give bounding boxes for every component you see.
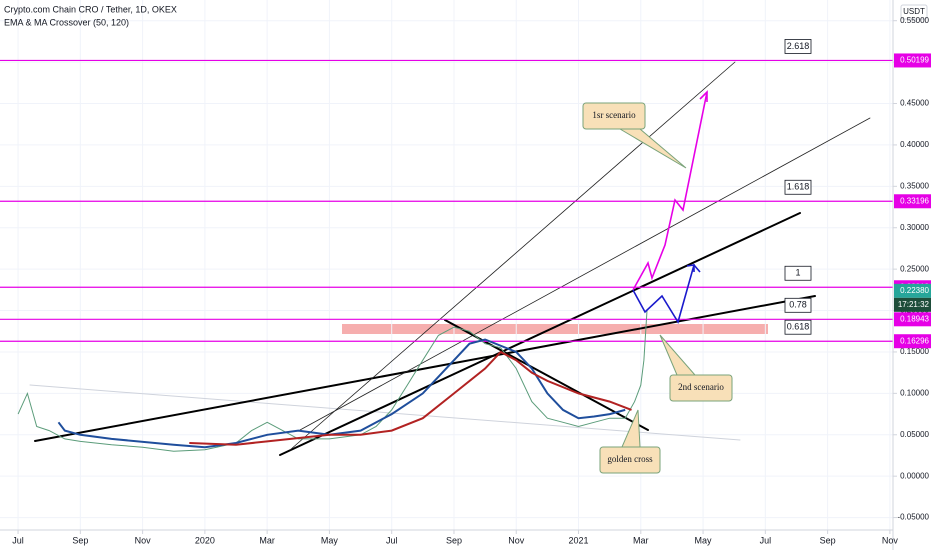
currency-badge	[900, 4, 928, 20]
countdown: 17:21:32	[898, 300, 930, 309]
price-badge	[894, 312, 931, 327]
annotation: 2nd scenario	[678, 382, 724, 392]
x-tick-label: Sep	[820, 535, 836, 545]
trendlines	[29, 61, 871, 456]
price-badge-label: 0.50199	[900, 56, 929, 65]
scenarios	[632, 90, 708, 324]
y-tick-label: 0.00000	[900, 471, 929, 480]
trendline	[299, 117, 871, 431]
y-tick-label: 0.45000	[900, 99, 929, 108]
axes: -0.050000.000000.050000.100000.150000.20…	[12, 16, 931, 545]
callout-pointer	[618, 128, 687, 169]
fib-ratio-box	[784, 265, 812, 281]
trendline	[289, 61, 736, 451]
trendline	[34, 295, 816, 442]
resistance-zone	[342, 324, 768, 334]
fib-ratio: 0.78	[789, 300, 807, 310]
x-tick-label: Jul	[12, 535, 24, 545]
price-badge-label: 0.18943	[900, 314, 929, 323]
series-line	[57, 338, 626, 449]
annotation: 1sr scenario	[592, 110, 636, 120]
last-price-badge	[894, 283, 931, 298]
chart-subtitle: EMA & MA Crossover (50, 120)	[4, 17, 129, 27]
callouts: 1sr scenario 2nd scenario golden cross	[582, 102, 733, 474]
fib-ratio-box	[784, 39, 812, 54]
callout-box	[582, 102, 646, 130]
y-tick-label: 0.55000	[900, 16, 929, 25]
x-tick-label: 2020	[195, 535, 215, 545]
scenario-2-path	[632, 263, 701, 324]
fib-ratio-box	[784, 179, 812, 195]
y-tick-label: 0.15000	[900, 347, 929, 356]
y-tick-label: 0.40000	[900, 140, 929, 149]
fib-ratio: 0.618	[787, 322, 810, 332]
x-tick-label: Nov	[508, 535, 525, 545]
y-tick-label: -0.05000	[897, 513, 929, 522]
price-badge	[894, 334, 931, 349]
x-tick-label: 2021	[569, 535, 589, 545]
x-tick-label: May	[695, 535, 713, 545]
x-tick-label: Nov	[135, 535, 152, 545]
fib-ratio-box	[784, 319, 812, 335]
series-line	[189, 350, 632, 446]
fib-ratio: 1	[795, 268, 800, 278]
last-price: 0.22380	[900, 286, 929, 295]
trendline	[29, 384, 741, 441]
fib-ratio-box	[784, 297, 812, 313]
trendline	[279, 212, 801, 456]
price-badge	[894, 194, 931, 209]
price-badge-label: 0.16296	[900, 336, 929, 345]
x-tick-label: Jul	[760, 535, 772, 545]
x-tick-label: Nov	[882, 535, 899, 545]
x-tick-label: Sep	[446, 535, 462, 545]
arrow-head	[699, 90, 708, 102]
price-badge-label: 0.33196	[900, 196, 929, 205]
x-tick-label: May	[321, 535, 339, 545]
fib-levels: 2.618 1.618 1 0.78 0.618	[0, 39, 893, 342]
scenario-1-path	[632, 91, 708, 291]
y-tick-label: 0.10000	[900, 388, 929, 397]
annotation: golden cross	[607, 454, 653, 464]
callout-box	[599, 446, 661, 474]
x-tick-label: Jul	[386, 535, 398, 545]
grid	[0, 0, 893, 530]
chart-title: Crypto.com Chain CRO / Tether, 1D, OKEX	[4, 4, 177, 14]
callout-pointer	[621, 409, 641, 448]
fib-ratio: 1.618	[787, 182, 810, 192]
callout-box	[669, 374, 733, 402]
fib-ratio: 2.618	[787, 41, 810, 51]
price-badge	[894, 53, 931, 68]
arrow-head	[686, 264, 695, 272]
x-tick-label: Sep	[72, 535, 88, 545]
y-tick-label: 0.25000	[900, 264, 929, 273]
y-tick-label: 0.30000	[900, 223, 929, 232]
series-line	[17, 310, 648, 452]
x-tick-label: Mar	[633, 535, 649, 545]
y-tick-label: 0.35000	[900, 181, 929, 190]
countdown-badge	[894, 297, 931, 312]
series	[17, 310, 648, 452]
currency: USDT	[903, 7, 925, 16]
y-tick-label: 0.05000	[900, 430, 929, 439]
x-tick-label: Mar	[259, 535, 275, 545]
